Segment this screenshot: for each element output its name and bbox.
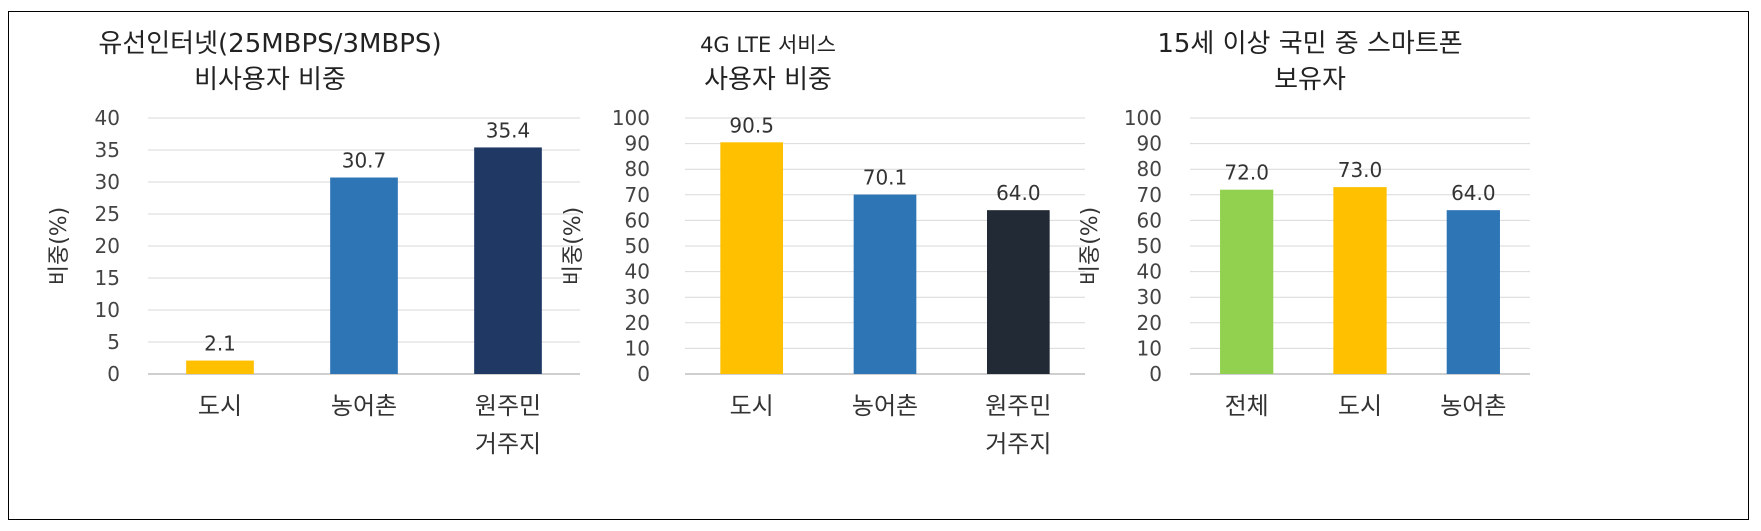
data-label: 64.0 <box>1451 181 1496 205</box>
y-tick-label: 60 <box>625 208 650 232</box>
y-axis-label: 비중(%) <box>47 207 72 286</box>
y-tick-label: 100 <box>612 106 650 130</box>
bar <box>720 142 783 374</box>
category-label: 거주지 <box>985 430 1051 458</box>
category-label: 전체 <box>1225 392 1269 420</box>
bar <box>1446 210 1500 374</box>
y-axis-label: 비중(%) <box>561 207 586 286</box>
y-tick-label: 40 <box>1137 260 1162 284</box>
bar <box>1333 187 1387 374</box>
data-label: 70.1 <box>863 166 908 190</box>
category-label: 원주민 <box>985 392 1051 420</box>
category-label: 도시 <box>198 392 242 420</box>
y-tick-label: 35 <box>95 138 120 162</box>
y-tick-label: 50 <box>1137 234 1162 258</box>
chart-title-line: 사용자 비중 <box>704 65 832 95</box>
category-label: 농어촌 <box>331 392 397 420</box>
bar <box>186 360 254 374</box>
y-tick-label: 5 <box>107 330 120 354</box>
y-tick-label: 0 <box>107 362 120 386</box>
chart-panel-1: 유선인터넷(25MBPS/3MBPS) 비사용자 비중 0 5 10 15 20 25 30 35… <box>47 29 580 458</box>
bar <box>474 147 542 374</box>
y-tick-label: 70 <box>625 183 650 207</box>
y-tick-label: 40 <box>95 106 120 130</box>
chart-title-line: 4G LTE 서비스 <box>700 33 836 57</box>
chart-title-line: 유선인터넷(25MBPS/3MBPS) <box>98 29 441 59</box>
y-axis-label: 비중(%) <box>1078 207 1103 286</box>
y-tick-label: 10 <box>95 298 120 322</box>
y-tick-label: 10 <box>1137 336 1162 360</box>
data-label: 90.5 <box>729 113 774 137</box>
y-tick-label: 70 <box>1137 183 1162 207</box>
y-tick-label: 50 <box>625 234 650 258</box>
y-tick-label: 90 <box>625 132 650 156</box>
y-tick-label: 20 <box>95 234 120 258</box>
data-label: 72.0 <box>1224 161 1269 185</box>
category-label: 거주지 <box>475 430 541 458</box>
data-label: 64.0 <box>996 181 1041 205</box>
y-tick-label: 30 <box>625 285 650 309</box>
data-label: 35.4 <box>486 118 531 142</box>
y-tick-label: 60 <box>1137 208 1162 232</box>
y-tick-label: 100 <box>1124 106 1162 130</box>
y-tick-label: 0 <box>1149 362 1162 386</box>
chart-title-line: 비사용자 비중 <box>194 65 346 95</box>
y-tick-label: 80 <box>625 157 650 181</box>
y-tick-label: 80 <box>1137 157 1162 181</box>
category-label: 농어촌 <box>1440 392 1506 420</box>
data-label: 73.0 <box>1338 158 1383 182</box>
y-tick-label: 20 <box>625 311 650 335</box>
data-label: 30.7 <box>342 149 387 173</box>
category-label: 도시 <box>1338 392 1382 420</box>
y-tick-label: 30 <box>95 170 120 194</box>
bar <box>853 194 917 374</box>
y-tick-label: 0 <box>637 362 650 386</box>
bar <box>330 177 398 374</box>
bar <box>1220 189 1274 374</box>
y-tick-label: 10 <box>625 336 650 360</box>
y-tick-label: 40 <box>625 260 650 284</box>
y-tick-label: 30 <box>1137 285 1162 309</box>
y-tick-label: 90 <box>1137 132 1162 156</box>
chart-title-line: 15세 이상 국민 중 스마트폰 <box>1157 29 1462 59</box>
chart-title-line: 보유자 <box>1274 65 1346 95</box>
category-label: 도시 <box>730 392 774 420</box>
y-tick-label: 25 <box>95 202 120 226</box>
category-label: 농어촌 <box>852 392 918 420</box>
bar <box>987 210 1050 374</box>
data-label: 2.1 <box>204 332 236 356</box>
y-tick-label: 20 <box>1137 311 1162 335</box>
y-tick-label: 15 <box>95 266 120 290</box>
category-label: 원주민 <box>475 392 541 420</box>
